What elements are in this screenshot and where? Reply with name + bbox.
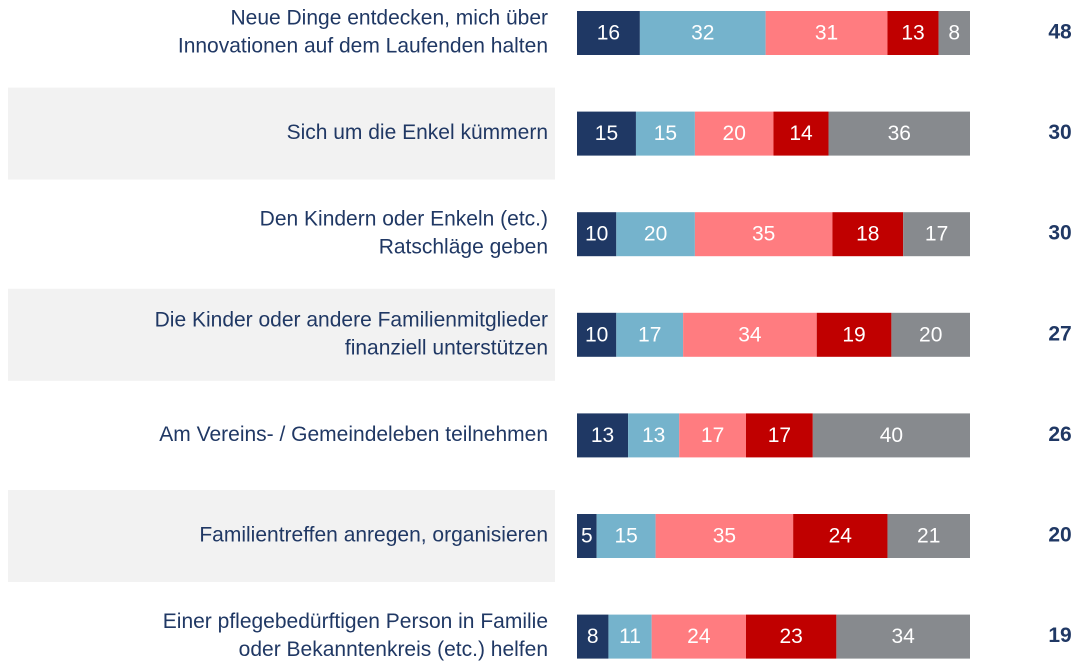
value-label: 17 [701, 424, 724, 447]
value-label: 35 [713, 525, 736, 548]
bar-segment [832, 212, 904, 257]
value-label: 15 [614, 525, 637, 548]
value-label: 14 [789, 122, 813, 145]
value-label: 20 [644, 223, 667, 246]
category-label: Am Vereins- / Gemeindeleben teilnehmen [159, 423, 548, 446]
bar-segment [596, 514, 656, 558]
row-band [8, 288, 555, 381]
bar-segment [577, 312, 617, 357]
total-label: 20 [1048, 524, 1071, 547]
row-band [8, 87, 555, 180]
value-label: 15 [595, 122, 618, 145]
value-label: 20 [919, 323, 942, 346]
value-label: 8 [587, 625, 599, 648]
value-label: 34 [892, 625, 916, 648]
bar-segment [577, 11, 640, 55]
bar-segment [616, 212, 695, 257]
category-label: oder Bekanntenkreis (etc.) helfen [239, 638, 548, 661]
value-label: 10 [585, 223, 608, 246]
bar-segment [655, 514, 794, 558]
value-label: 15 [654, 122, 677, 145]
category-label: finanziell unterstützen [345, 336, 548, 359]
value-label: 35 [752, 223, 775, 246]
category-label: Familientreffen anregen, organisieren [199, 524, 548, 547]
value-label: 8 [948, 22, 960, 45]
value-label: 17 [638, 323, 661, 346]
value-label: 32 [691, 22, 714, 45]
bar-segment [577, 614, 609, 659]
bar-segment [635, 111, 695, 156]
category-label: Ratschläge geben [379, 236, 548, 259]
bar-segment [765, 11, 888, 55]
total-label: 19 [1048, 624, 1071, 647]
value-label: 20 [723, 122, 746, 145]
value-label: 23 [780, 625, 803, 648]
value-label: 21 [917, 525, 940, 548]
bar-segment [683, 312, 817, 357]
value-label: 18 [856, 223, 879, 246]
total-label: 30 [1048, 222, 1071, 245]
bar-segment [694, 111, 774, 156]
category-label: Die Kinder oder andere Familienmitgliede… [155, 308, 548, 331]
value-label: 40 [880, 424, 903, 447]
bar-segment [887, 11, 939, 55]
value-label: 34 [738, 323, 762, 346]
bar-segment [679, 413, 746, 458]
value-label: 11 [619, 625, 641, 648]
value-label: 13 [901, 22, 924, 45]
row-band [8, 490, 555, 582]
total-label: 30 [1048, 121, 1071, 144]
total-label: 48 [1048, 21, 1072, 44]
value-label: 24 [687, 625, 711, 648]
total-label: 27 [1048, 322, 1071, 345]
bar-segment [577, 212, 617, 257]
bar-segment [745, 413, 813, 458]
bar-segment [745, 614, 837, 659]
bar-segment [639, 11, 766, 55]
bar-segment [887, 514, 970, 558]
bar-segment [891, 312, 970, 357]
value-label: 5 [581, 525, 593, 548]
bar-segment [793, 514, 888, 558]
category-label: Innovationen auf dem Laufenden halten [178, 35, 548, 58]
value-label: 19 [842, 323, 865, 346]
bar-segment [577, 111, 636, 156]
category-label: Sich um die Enkel kümmern [287, 121, 548, 144]
value-label: 24 [829, 525, 853, 548]
value-label: 31 [815, 22, 838, 45]
bar-segment [616, 312, 684, 357]
bar-segment [903, 212, 970, 257]
bar-segment [773, 111, 829, 156]
value-label: 17 [768, 424, 791, 447]
bar-segment [651, 614, 746, 659]
bar-segment [836, 614, 970, 659]
value-label: 17 [925, 223, 948, 246]
bar-segment [816, 312, 892, 357]
bar-segment [577, 413, 629, 458]
bar-segment [694, 212, 833, 257]
bar-segment [938, 11, 970, 55]
bar-segment [812, 413, 970, 458]
bar-segment [628, 413, 680, 458]
total-label: 26 [1048, 423, 1071, 446]
bar-segment [577, 514, 597, 558]
value-label: 10 [585, 323, 608, 346]
bar-segment [608, 614, 652, 659]
value-label: 16 [597, 22, 620, 45]
value-label: 36 [888, 122, 911, 145]
value-label: 13 [591, 424, 614, 447]
category-label: Einer pflegebedürftigen Person in Famili… [163, 610, 548, 633]
category-label: Den Kindern oder Enkeln (etc.) [260, 208, 548, 231]
category-label: Neue Dinge entdecken, mich über [230, 7, 548, 30]
value-label: 13 [642, 424, 665, 447]
bar-segment [828, 111, 970, 156]
